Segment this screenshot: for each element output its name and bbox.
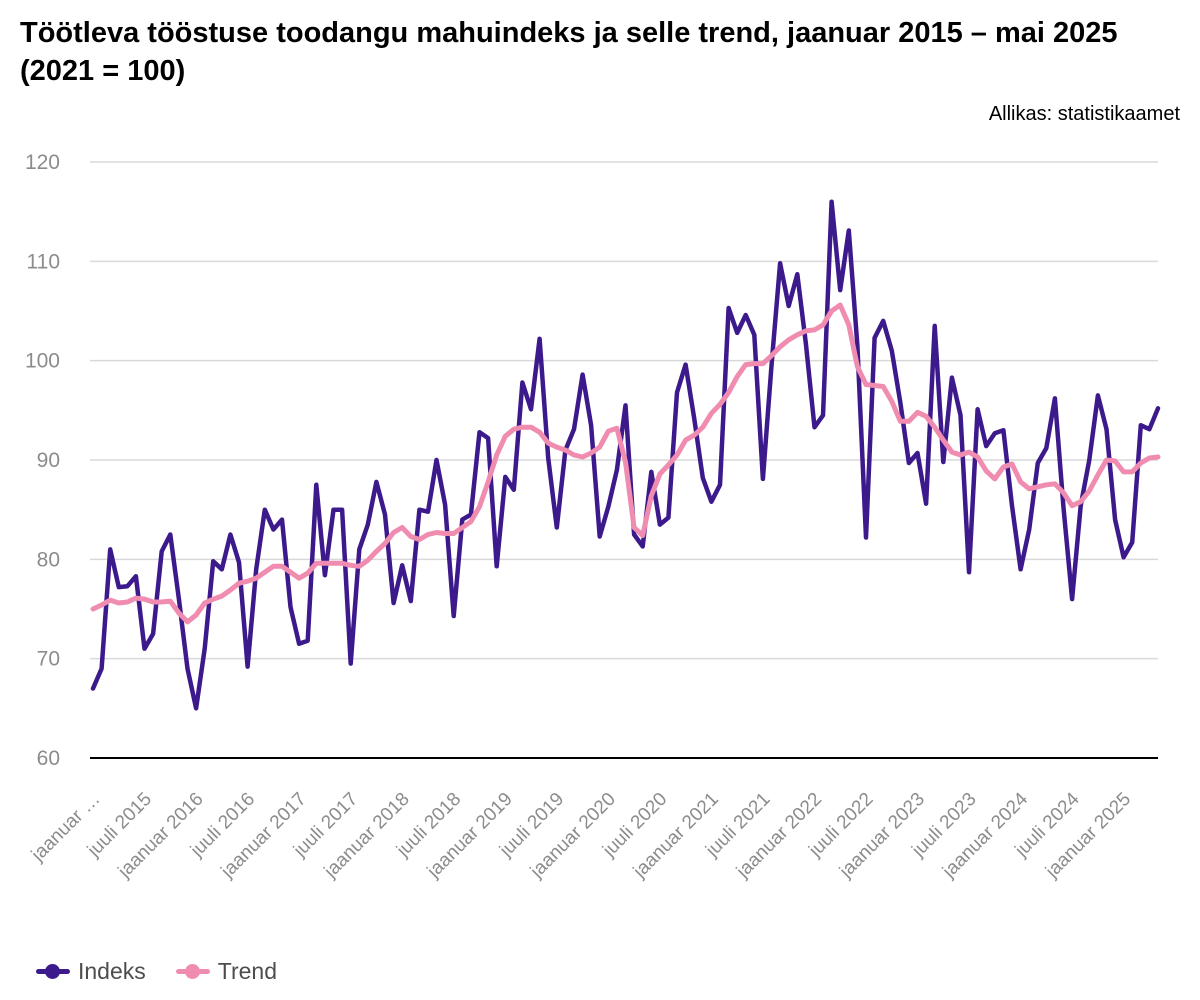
y-axis-ticks: 60 70 80 90 100 110 120 (25, 151, 60, 770)
legend-dot-trend (184, 964, 200, 979)
line-chart: 60 70 80 90 100 110 120 jaanuar …juuli 2015jaa… (25, 151, 1161, 883)
chart-title: Töötleva tööstuse toodangu mahuindeks ja… (20, 17, 1118, 87)
y-tick-label-110: 110 (27, 250, 60, 273)
y-tick-label-80: 80 (37, 548, 60, 571)
y-tick-label-60: 60 (37, 747, 60, 770)
series-line-trend (90, 302, 1161, 625)
series-lines (90, 199, 1161, 711)
y-tick-label-70: 70 (37, 648, 60, 671)
legend-label-trend: Trend (217, 957, 277, 984)
legend-item-trend[interactable]: Trend (175, 956, 277, 986)
legend-marker-indeks (36, 956, 70, 986)
source-note: Allikas: statistikaamet (988, 103, 1180, 125)
legend-item-indeks[interactable]: Indeks (36, 956, 146, 986)
y-tick-label-120: 120 (25, 151, 60, 174)
legend-label-indeks: Indeks (78, 957, 146, 984)
y-tick-label-100: 100 (25, 350, 60, 373)
legend-dot-indeks (45, 964, 60, 979)
legend: Indeks Trend (36, 956, 307, 986)
y-tick-label-90: 90 (37, 449, 60, 472)
series-line-indeks (90, 199, 1161, 711)
legend-marker-trend (175, 956, 210, 986)
